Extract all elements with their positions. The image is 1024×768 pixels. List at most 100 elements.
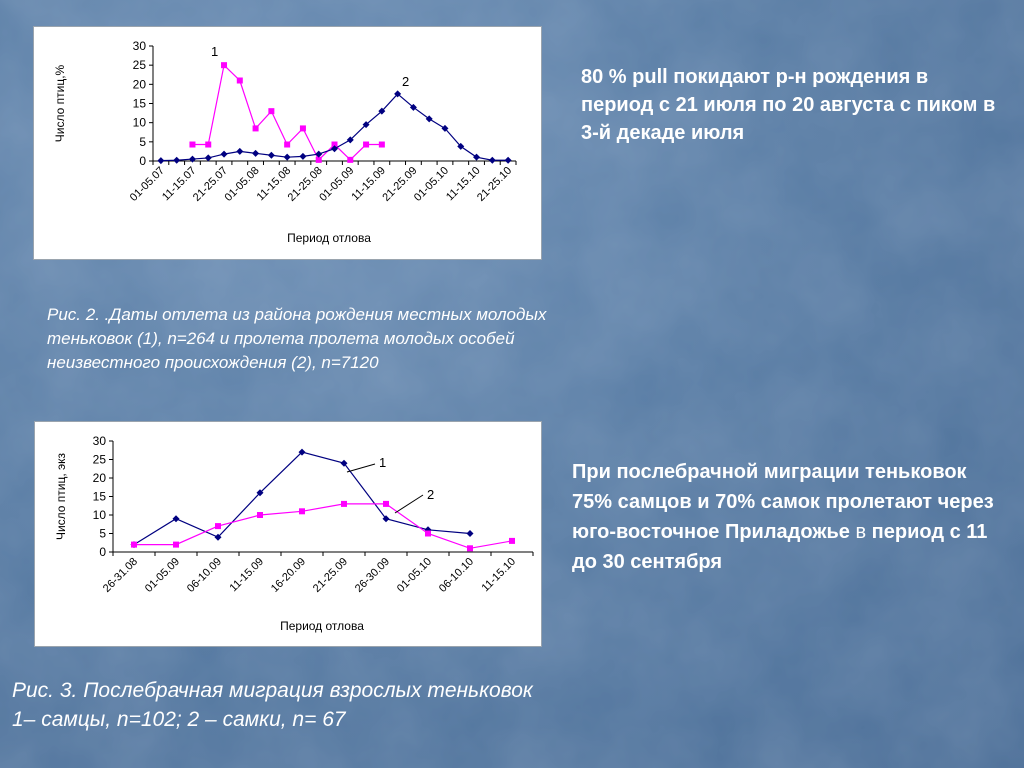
series-2-point — [409, 103, 417, 111]
x-axis-label: Период отлова — [287, 231, 371, 245]
note-1: 80 % pull покидают р-н рождения в период… — [581, 66, 996, 144]
series-1-point — [256, 489, 264, 497]
x-tick-label: 16-20.09 — [269, 556, 308, 595]
note-2: При послебрачной миграции теньковок 75% … — [572, 457, 1012, 577]
series-2-point — [299, 152, 307, 160]
series-1-point — [189, 141, 196, 148]
y-tick-label: 25 — [93, 453, 107, 467]
x-tick-label: 21-25.09 — [311, 556, 350, 595]
note-2-bold-end: период с 11 до 30 сентября — [572, 521, 988, 573]
series-2-label: 2 — [402, 74, 409, 89]
series-2-point — [488, 156, 496, 164]
series-1-point — [340, 459, 348, 467]
y-tick-label: 20 — [133, 77, 147, 91]
series-2-label: 2 — [427, 487, 434, 502]
y-axis-label: Число птиц, экз — [54, 452, 68, 540]
x-tick-label: 26-30.09 — [353, 556, 392, 595]
series-2-point — [157, 157, 165, 165]
y-tick-label: 30 — [133, 39, 147, 53]
y-tick-label: 15 — [133, 97, 147, 111]
series-2-point — [220, 150, 228, 158]
series-2-point — [383, 500, 389, 507]
figure-3-caption-line1: Рис. 3. Послебрачная миграция взрослых т… — [12, 679, 533, 702]
x-tick-label: 01-05.10 — [412, 165, 451, 204]
figure-2-caption: Рис. 2. .Даты отлета из района рождения … — [47, 305, 547, 372]
series-2-point — [425, 115, 433, 123]
series-1-leader — [346, 463, 376, 473]
series-2-line — [134, 503, 513, 549]
x-tick-label: 11-15.10 — [480, 556, 519, 595]
series-2-point — [425, 530, 431, 537]
figure-3-caption: Рис. 3. Послебрачная миграция взрослых т… — [12, 676, 712, 734]
series-1-point — [299, 125, 306, 132]
series-1-point — [331, 141, 338, 148]
series-2-point — [331, 145, 338, 153]
x-tick-label: 21-25.10 — [475, 165, 514, 204]
note-2-normal: в — [849, 521, 867, 543]
series-2-point — [188, 155, 196, 163]
chart-1-box: 0 5 10 15 20 25 30 01-05.07 11-15.07 21-25.07 01-0… — [33, 26, 542, 260]
y-axis-label: Число птиц,% — [53, 64, 67, 142]
x-tick-label: 26-31.08 — [101, 556, 140, 595]
x-tick-label: 01-05.09 — [143, 556, 182, 595]
series-1-point — [252, 125, 259, 132]
y-tick-label: 10 — [93, 508, 107, 522]
y-tick-label: 0 — [139, 154, 146, 168]
series-1-point — [284, 141, 291, 148]
note-2-bold: При послебрачной миграции теньковок 75% … — [572, 461, 994, 543]
series-1-label: 1 — [211, 44, 218, 59]
x-tick-label: 01-05.10 — [395, 556, 434, 595]
series-1-point — [221, 62, 228, 69]
y-tick-label: 0 — [99, 545, 106, 559]
series-1-point — [236, 77, 243, 84]
series-2-point — [173, 156, 181, 164]
series-1-point — [205, 141, 212, 148]
chart-1: 05101520253001-05.0711-15.0721-25.0701-0… — [53, 39, 517, 245]
series-2-point — [252, 149, 260, 157]
series-2-point — [346, 136, 354, 144]
x-tick-label: 01-05.07 — [128, 165, 167, 204]
y-tick-label: 20 — [93, 471, 107, 485]
y-tick-label: 25 — [133, 58, 147, 72]
series-2-point — [509, 537, 515, 544]
series-1-point — [298, 448, 306, 456]
series-2-point — [341, 500, 347, 507]
x-axis-label: Период отлова — [280, 619, 364, 633]
y-tick-label: 15 — [93, 490, 107, 504]
series-2-point — [283, 153, 291, 161]
chart-2-box: 0 5 10 15 20 25 30 26-31.08 01-05.09 06-10.09 11-1… — [34, 421, 542, 647]
series-1-point — [268, 108, 275, 115]
series-1-point — [172, 515, 180, 523]
series-2-point — [467, 545, 473, 552]
series-2-point — [441, 124, 449, 132]
y-tick-label: 5 — [139, 135, 146, 149]
x-tick-label: 01-05.08 — [223, 165, 262, 204]
series-2-point — [257, 512, 263, 518]
series-1-point — [363, 141, 370, 148]
x-tick-label: 06-10.09 — [185, 556, 224, 595]
series-1-point — [378, 141, 385, 148]
series-2-point — [457, 142, 465, 150]
series-1-point — [315, 156, 322, 163]
y-tick-label: 30 — [93, 434, 107, 448]
series-1-point — [466, 530, 474, 537]
series-2-point — [378, 107, 386, 115]
series-2-point — [362, 121, 370, 129]
series-1-label: 1 — [379, 455, 386, 470]
series-2-point — [215, 523, 221, 530]
series-2-leader — [394, 494, 424, 514]
y-tick-label: 5 — [99, 527, 106, 541]
series-2-point — [267, 151, 275, 159]
series-2-point — [394, 90, 402, 98]
series-1-point — [214, 533, 222, 541]
series-2-point — [173, 541, 179, 548]
figure-3-caption-line2: 1– самцы, n=102; 2 – самки, n= 67 — [12, 708, 346, 731]
series-2-point — [299, 508, 305, 515]
series-2-point — [504, 156, 512, 164]
series-2-point — [473, 153, 481, 161]
x-tick-label: 11-15.09 — [228, 556, 267, 595]
series-2-point — [131, 541, 137, 548]
series-1-line — [133, 451, 471, 546]
x-tick-label: 06-10.10 — [437, 556, 476, 595]
